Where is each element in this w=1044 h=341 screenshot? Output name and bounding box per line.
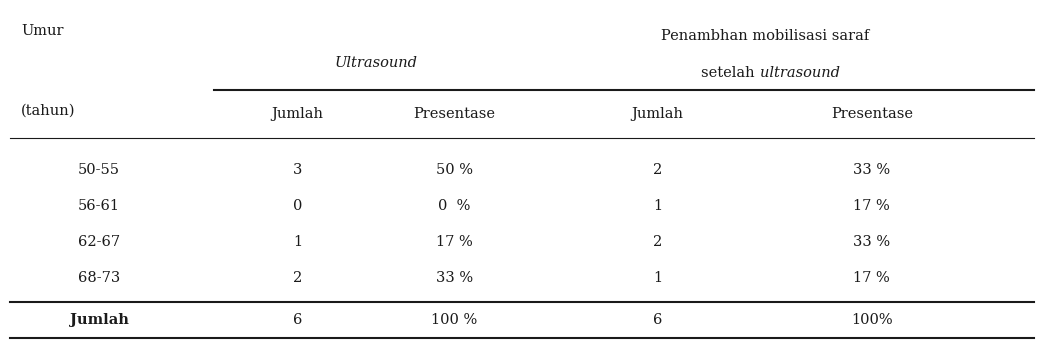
Text: 2: 2: [654, 235, 662, 249]
Text: 33 %: 33 %: [435, 271, 473, 285]
Text: 17 %: 17 %: [853, 199, 891, 213]
Text: Presentase: Presentase: [831, 107, 912, 121]
Text: 1: 1: [293, 235, 302, 249]
Text: 50-55: 50-55: [78, 163, 120, 178]
Text: 3: 3: [293, 163, 302, 178]
Text: 50 %: 50 %: [435, 163, 473, 178]
Text: 62-67: 62-67: [78, 235, 120, 249]
Text: 17 %: 17 %: [435, 235, 473, 249]
Text: Jumlah: Jumlah: [70, 312, 128, 327]
Text: 56-61: 56-61: [78, 199, 120, 213]
Text: 6: 6: [654, 312, 662, 327]
Text: 2: 2: [293, 271, 302, 285]
Text: 2: 2: [654, 163, 662, 178]
Text: 1: 1: [654, 199, 662, 213]
Text: 0: 0: [293, 199, 302, 213]
Text: 6: 6: [293, 312, 302, 327]
Text: Jumlah: Jumlah: [632, 107, 684, 121]
Text: Jumlah: Jumlah: [271, 107, 324, 121]
Text: (tahun): (tahun): [21, 104, 75, 118]
Text: Presentase: Presentase: [413, 107, 495, 121]
Text: 0  %: 0 %: [437, 199, 471, 213]
Text: 33 %: 33 %: [853, 163, 891, 178]
Text: Ultrasound: Ultrasound: [334, 56, 418, 70]
Text: 68-73: 68-73: [78, 271, 120, 285]
Text: 100 %: 100 %: [431, 312, 477, 327]
Text: 1: 1: [654, 271, 662, 285]
Text: Umur: Umur: [21, 24, 64, 38]
Text: Penambhan mobilisasi saraf: Penambhan mobilisasi saraf: [661, 29, 869, 43]
Text: ultrasound: ultrasound: [759, 66, 839, 80]
Text: setelah: setelah: [702, 66, 759, 80]
Text: 17 %: 17 %: [853, 271, 891, 285]
Text: 33 %: 33 %: [853, 235, 891, 249]
Text: 100%: 100%: [851, 312, 893, 327]
